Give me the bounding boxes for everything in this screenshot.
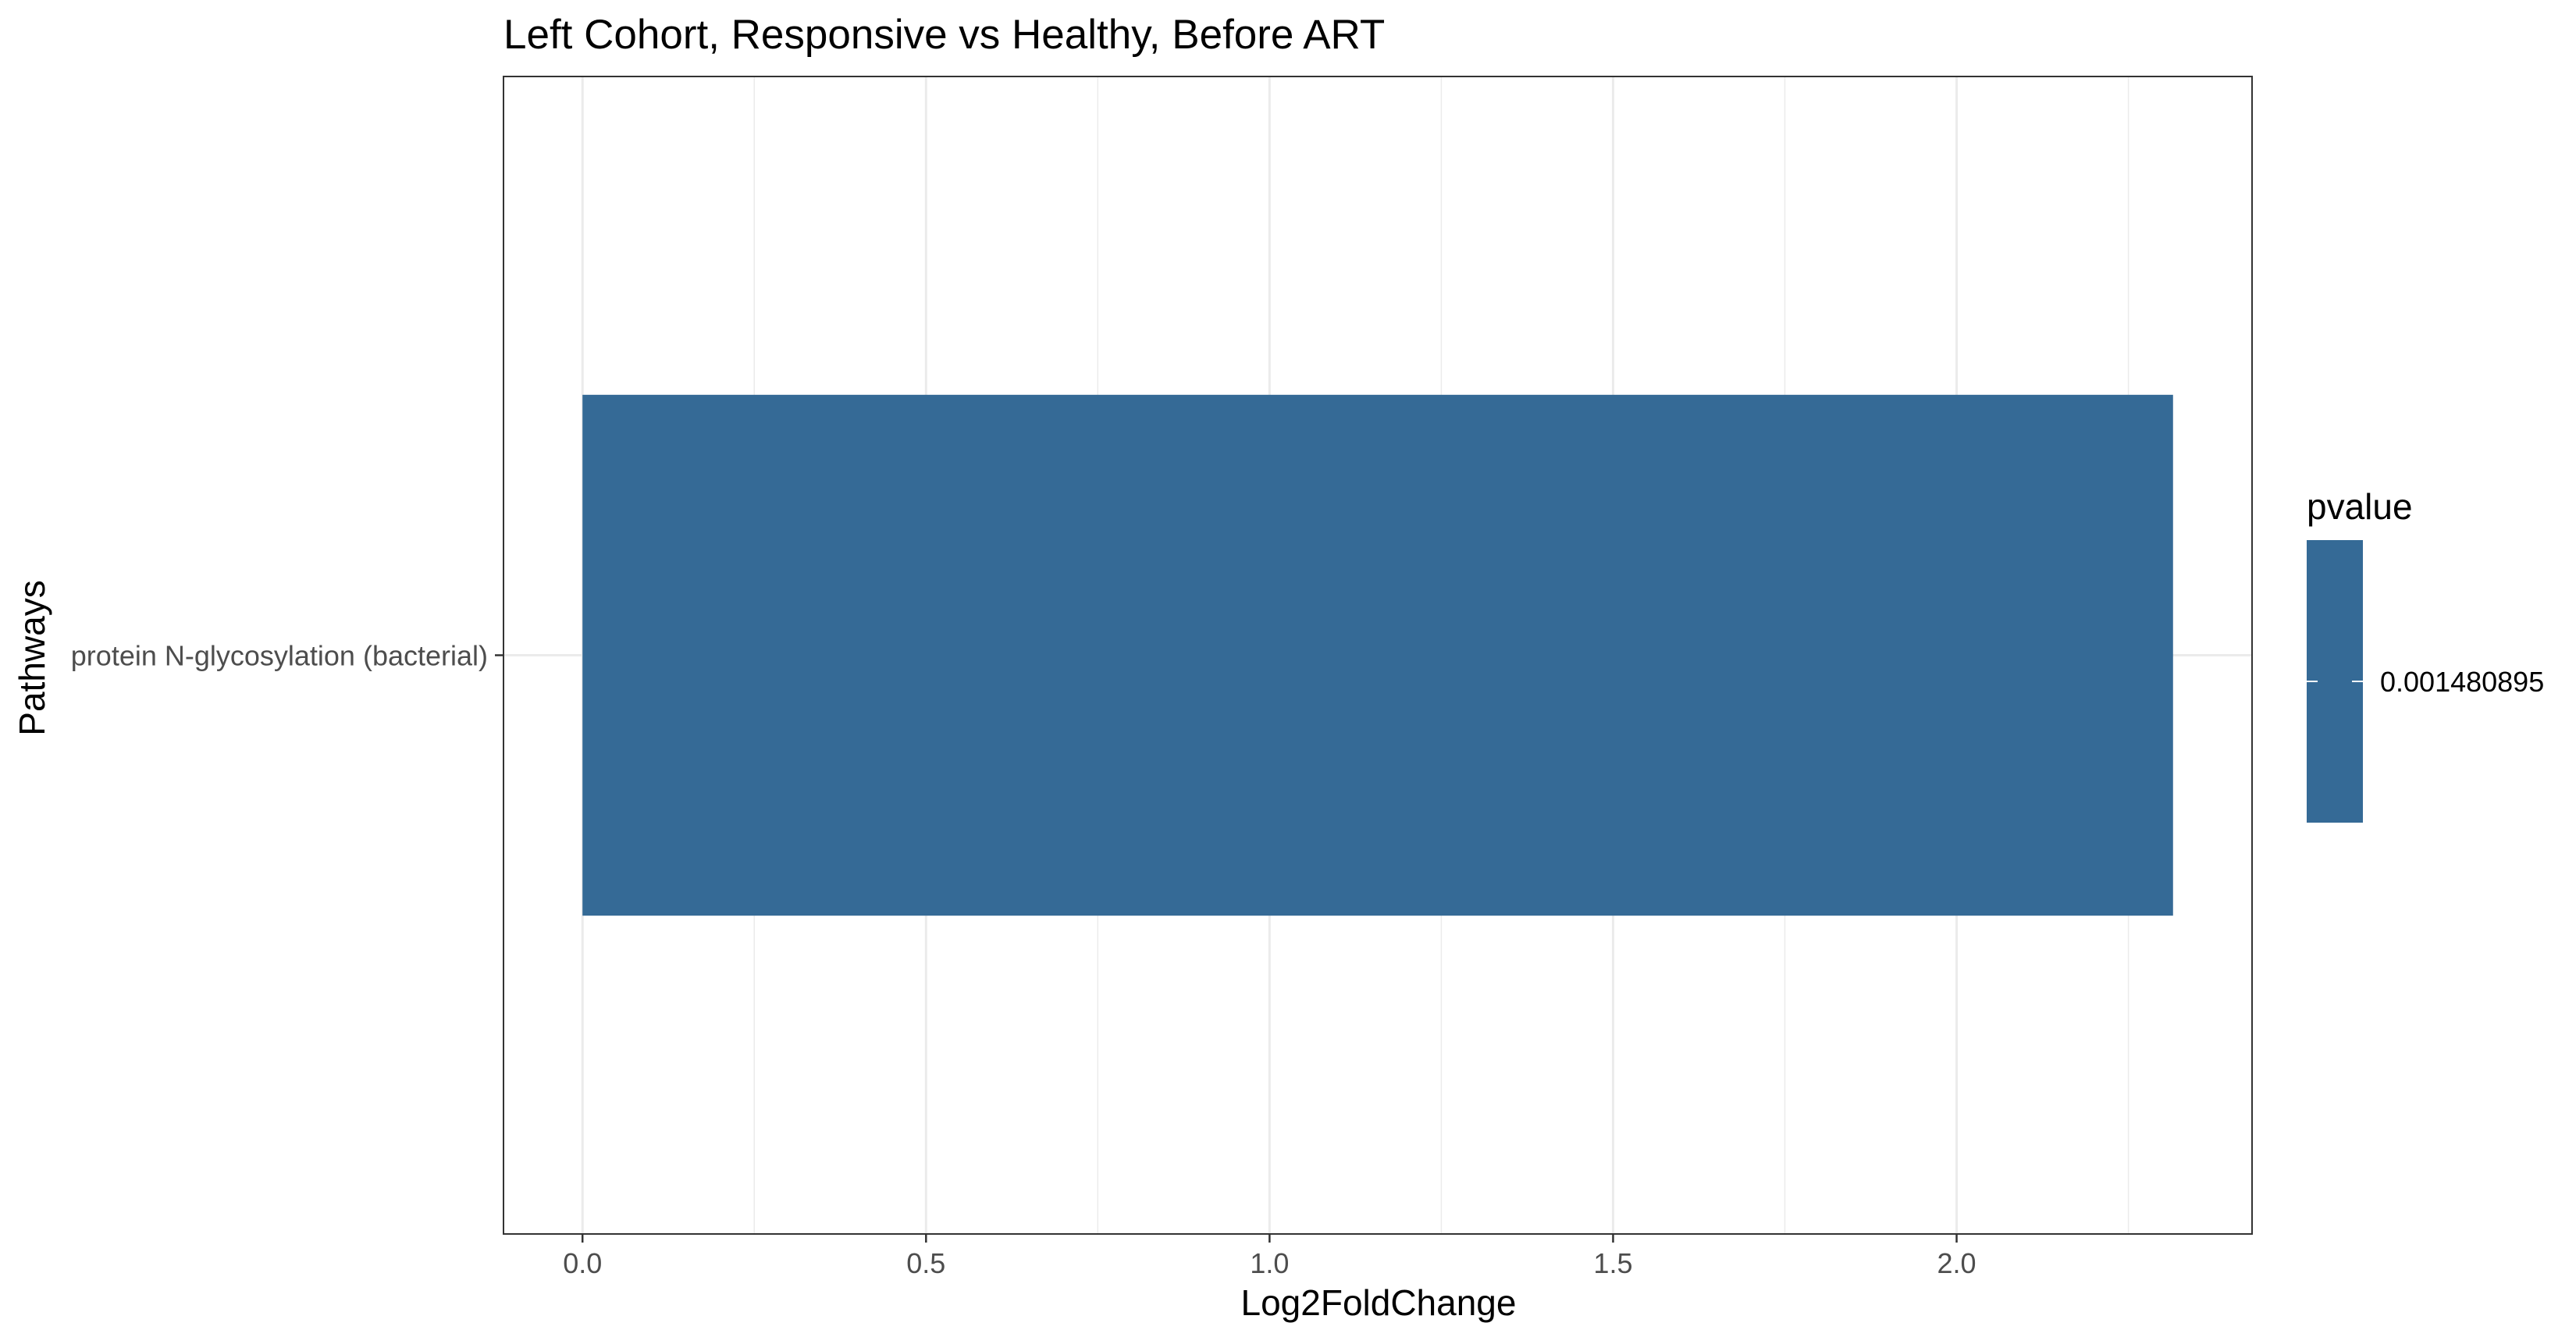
x-tick-label: 0.0 — [563, 1247, 602, 1279]
bar — [582, 394, 2173, 916]
x-tick-label: 1.0 — [1250, 1247, 1289, 1279]
legend-label: 0.001480895 — [2380, 666, 2544, 698]
x-tick-label: 1.5 — [1593, 1247, 1632, 1279]
legend-title: pvalue — [2307, 486, 2413, 527]
x-tick-label: 2.0 — [1937, 1247, 1976, 1279]
y-tick-label: protein N-glycosylation (bacterial) — [71, 640, 488, 672]
legend: 0.001480895 — [2307, 540, 2544, 823]
x-tick-label: 0.5 — [906, 1247, 945, 1279]
x-axis-title: Log2FoldChange — [1241, 1282, 1517, 1323]
y-axis-title: Pathways — [12, 580, 52, 735]
chart-title: Left Cohort, Responsive vs Healthy, Befo… — [503, 12, 1385, 58]
plot-area: protein N-glycosylation (bacterial) 0.0 0.… — [71, 76, 2253, 1279]
